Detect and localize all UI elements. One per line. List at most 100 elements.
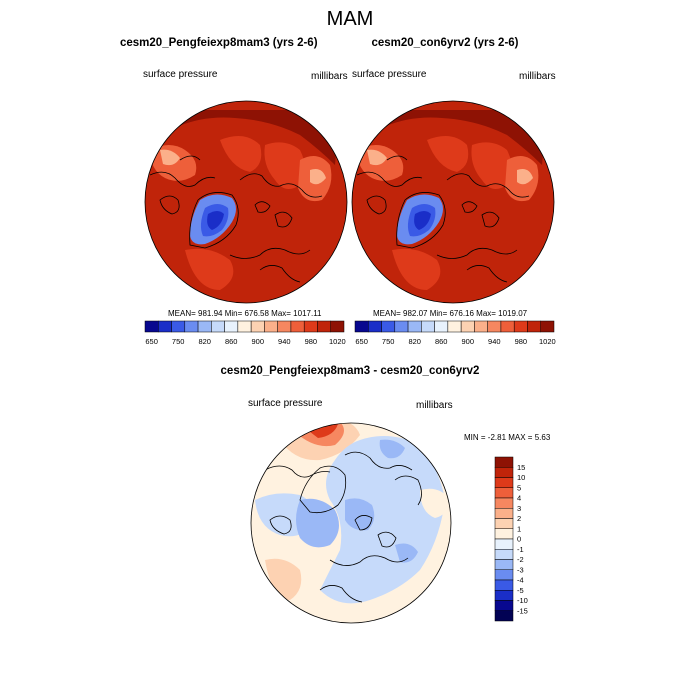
map-2-light-region	[367, 149, 387, 166]
colorbar-2-swatch	[460, 320, 475, 333]
colorbar-1-swatch	[158, 320, 172, 333]
colorbar-1-tick-label: 1020	[329, 337, 346, 346]
colorbar-3-tick-label: 1	[517, 524, 521, 533]
colorbar-2-tick-label: 980	[515, 337, 528, 346]
colorbar-1-tick-label: 650	[145, 337, 158, 346]
colorbar-3-swatch	[494, 467, 514, 478]
panel-3-title: cesm20_Pengfeiexp8mam3 - cesm20_con6yrv2	[220, 365, 480, 377]
colorbar-3-swatch	[494, 610, 514, 622]
map-1	[144, 100, 348, 304]
panel-2-title: cesm20_con6yrv2 (yrs 2-6)	[371, 37, 519, 49]
colorbar-3-swatch	[494, 456, 514, 468]
map-2-border	[351, 100, 555, 304]
colorbar-1-swatch	[277, 320, 292, 333]
colorbar-2-swatch	[421, 320, 435, 333]
colorbar-1-swatch	[330, 320, 345, 333]
map-1-mid-pressure-region	[220, 136, 262, 172]
map-1-coastlines	[149, 155, 323, 283]
colorbar-1-tick-label: 820	[198, 337, 211, 346]
colorbar-3-swatch	[494, 518, 514, 529]
colorbar-3-swatch	[494, 508, 514, 519]
colorbar-1-swatch	[237, 320, 252, 333]
colorbar-1-swatch	[184, 320, 199, 333]
colorbar-2-swatch	[527, 320, 541, 333]
colorbar-3-tick-label: -15	[517, 606, 528, 615]
colorbar-2-tick-label: 1020	[539, 337, 556, 346]
colorbar-2-tick-label: 940	[488, 337, 501, 346]
colorbar-3-tick-label: 15	[517, 463, 525, 472]
colorbar-3-tick-label: -10	[517, 596, 528, 605]
figure-title: MAM	[326, 8, 374, 30]
colorbar-2-tick-label: 860	[435, 337, 448, 346]
panel-3-stats: MIN = -2.81 MAX = 5.63	[464, 433, 551, 442]
colorbar-2-tick-label: 650	[355, 337, 368, 346]
colorbar-2-tick-label: 750	[382, 337, 395, 346]
colorbar-1-swatch	[250, 320, 265, 333]
colorbar-2-swatch	[407, 320, 422, 333]
map-3	[250, 422, 452, 624]
colorbar-2-tick-label: 900	[462, 337, 475, 346]
map-1-border	[144, 100, 348, 304]
colorbar-1-swatch	[317, 320, 331, 333]
map-3-positive-region	[265, 558, 302, 600]
colorbar-3-swatch	[494, 579, 514, 591]
colorbar-2-swatch	[394, 320, 409, 333]
colorbar-1-swatch	[290, 320, 305, 333]
colorbar-1-swatch	[264, 320, 278, 333]
map-3-positive-region	[428, 586, 450, 609]
colorbar-3-swatch	[494, 590, 514, 601]
colorbar-2-swatch	[474, 320, 488, 333]
colorbar-3-tick-label: 10	[517, 473, 525, 482]
colorbar-1-tick-label: 980	[305, 337, 318, 346]
panel-3-variable-label: surface pressure	[248, 398, 323, 409]
colorbar-3-swatch	[494, 559, 514, 570]
colorbar-1-swatch	[211, 320, 225, 333]
colorbar-2-swatch	[513, 320, 528, 333]
colorbar-1-swatch	[144, 320, 159, 333]
colorbar-3-tick-label: 3	[517, 504, 521, 513]
panel-1-stats: MEAN= 981.94 Min= 676.58 Max= 1017.11	[168, 309, 322, 318]
colorbar-2-tick-label: 820	[408, 337, 421, 346]
colorbar-2-swatch	[540, 320, 555, 333]
colorbar-3-tick-label: 2	[517, 514, 521, 523]
colorbar-3-swatch	[494, 600, 514, 611]
colorbar-1-tick-label: 860	[225, 337, 238, 346]
map-3-coastlines	[264, 451, 422, 603]
panel-1-variable-label: surface pressure	[143, 69, 218, 80]
colorbar-3-tick-label: -2	[517, 555, 524, 564]
map-1-high-pressure-region	[150, 110, 340, 165]
colorbar-3-swatch	[494, 497, 514, 509]
map-2-greenland-low-pressure	[414, 211, 431, 230]
map-3-negative-region	[395, 543, 418, 563]
map-3-negative-region	[345, 498, 375, 531]
colorbar-3-tick-label: -4	[517, 576, 524, 585]
map-1-mid-pressure-region	[185, 248, 234, 290]
panel-1-title: cesm20_Pengfeiexp8mam3 (yrs 2-6)	[120, 37, 318, 49]
map-2-light-region	[517, 169, 533, 185]
map-2-coastlines	[356, 155, 530, 283]
panel-2-variable-label: surface pressure	[352, 69, 427, 80]
colorbar-1-swatch	[197, 320, 212, 333]
colorbar-2-swatch	[368, 320, 382, 333]
map-1-light-region	[160, 149, 180, 166]
colorbar-3-tick-label: -5	[517, 586, 524, 595]
colorbar-3-swatch	[494, 569, 514, 581]
colorbar-3-tick-label: 5	[517, 483, 521, 492]
map-1-greenland-low-pressure	[207, 211, 224, 230]
map-1-mid-pressure-region	[264, 142, 305, 189]
colorbar-3-tick-label: -3	[517, 565, 524, 574]
map-3-negative-region	[379, 439, 405, 459]
map-2	[351, 100, 555, 304]
map-3-border	[250, 422, 452, 624]
map-2-mid-pressure-region	[392, 248, 441, 290]
panel-1-units-label: millibars	[311, 71, 348, 82]
colorbar-1: 650 750 820 860 900 940 980 1020	[144, 320, 346, 346]
colorbar-1-tick-label: 940	[278, 337, 291, 346]
colorbar-3-swatch	[494, 477, 514, 488]
colorbar-3-tick-label: -1	[517, 545, 524, 554]
colorbar-2-swatch	[487, 320, 502, 333]
map-3-near-zero-region	[420, 488, 450, 518]
map-2-mid-pressure-region	[471, 142, 512, 189]
